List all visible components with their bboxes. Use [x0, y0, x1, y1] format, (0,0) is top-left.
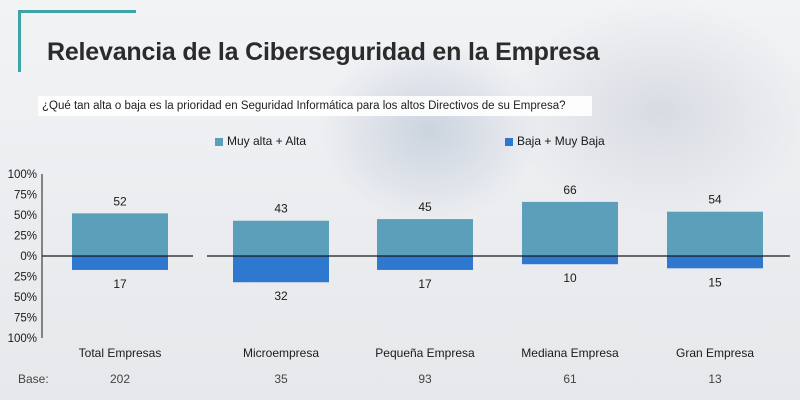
data-label-low: 15 [708, 275, 722, 289]
base-value: 93 [418, 372, 432, 386]
data-label-low: 17 [418, 277, 432, 291]
y-tick-label: 25% [14, 272, 37, 284]
y-tick-label: 75% [14, 313, 37, 325]
base-value: 13 [708, 372, 722, 386]
y-tick-label: 50% [14, 210, 37, 222]
legend-label-low: Baja + Muy Baja [517, 134, 605, 148]
bar-high [233, 220, 329, 256]
bar-low [667, 256, 763, 269]
legend-item-low: Baja + Muy Baja [505, 134, 605, 148]
accent-bracket-horizontal [18, 10, 136, 13]
category-label: Microempresa [243, 346, 319, 360]
data-label-low: 17 [113, 277, 127, 291]
y-tick-label: 75% [14, 190, 37, 202]
data-label-high: 52 [113, 194, 127, 208]
y-tick-label: 0% [20, 251, 37, 263]
base-value: 202 [110, 372, 130, 386]
y-tick-label: 50% [14, 292, 37, 304]
survey-question: ¿Qué tan alta o baja es la prioridad en … [38, 96, 592, 116]
data-label-high: 54 [708, 193, 722, 207]
bar-high [377, 219, 473, 256]
y-tick-label: 100% [8, 333, 37, 345]
data-label-high: 43 [274, 202, 288, 216]
y-tick-label: 25% [14, 231, 37, 243]
base-value: 61 [563, 372, 577, 386]
category-label: Pequeña Empresa [375, 346, 475, 360]
bar-low [522, 256, 618, 265]
category-label: Total Empresas [79, 346, 162, 360]
legend-swatch-high [215, 137, 223, 146]
bar-low [72, 256, 168, 270]
bar-high [72, 213, 168, 256]
category-label: Mediana Empresa [521, 346, 619, 360]
bar-low [377, 256, 473, 270]
bar-high [667, 211, 763, 256]
data-label-low: 32 [274, 289, 288, 303]
data-label-low: 10 [563, 271, 577, 285]
legend-label-high: Muy alta + Alta [227, 134, 307, 148]
data-label-high: 45 [418, 200, 432, 214]
data-label-high: 66 [563, 183, 577, 197]
y-tick-label: 100% [8, 169, 37, 181]
base-row-label: Base: [18, 372, 49, 386]
page-title: Relevancia de la Ciberseguridad en la Em… [47, 38, 600, 66]
bar-low [233, 256, 329, 283]
legend-swatch-low [505, 137, 513, 146]
category-label: Gran Empresa [676, 346, 754, 360]
bar-high [522, 201, 618, 256]
base-value: 35 [274, 372, 288, 386]
accent-bracket-vertical [18, 10, 21, 72]
legend-item-high: Muy alta + Alta [215, 134, 306, 148]
